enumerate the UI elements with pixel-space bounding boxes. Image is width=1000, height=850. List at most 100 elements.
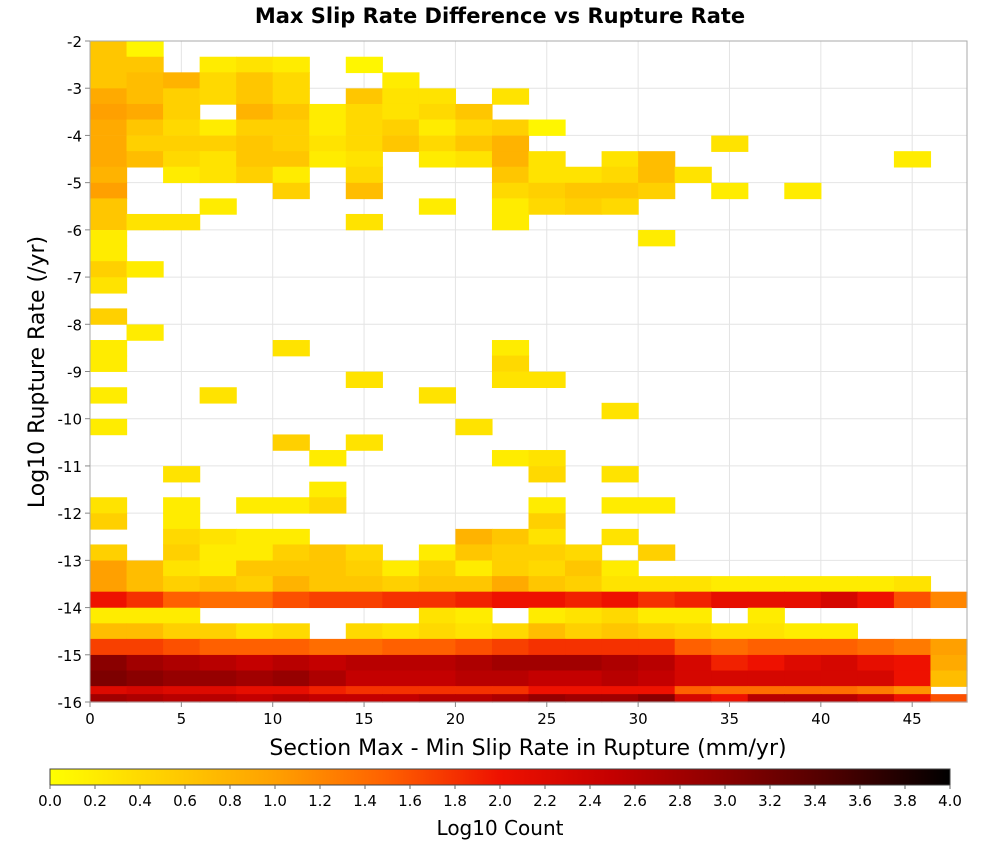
colorbar-tick-label: 1.6	[398, 792, 422, 810]
heatmap-cell	[90, 245, 128, 262]
heatmap-cell	[309, 481, 347, 499]
heatmap-cell	[199, 670, 237, 687]
heatmap-cell	[90, 135, 128, 152]
heatmap-cell	[418, 576, 457, 593]
heatmap-cell	[90, 56, 128, 74]
colorbar-tick-label: 2.4	[578, 792, 602, 810]
heatmap-cell	[90, 560, 128, 577]
heatmap-cell	[601, 694, 639, 703]
heatmap-cell	[601, 198, 639, 215]
heatmap-cell	[638, 694, 676, 703]
heatmap-cell	[711, 623, 749, 640]
heatmap-cell	[747, 694, 785, 703]
heatmap-cell	[90, 670, 128, 687]
heatmap-cell	[272, 654, 310, 672]
heatmap-cell	[674, 694, 712, 703]
y-tick-label: -10	[58, 411, 83, 429]
heatmap-cell	[491, 198, 530, 215]
heatmap-cell	[199, 591, 237, 609]
heatmap-cell	[418, 694, 457, 703]
heatmap-cell	[820, 638, 858, 656]
heatmap-cell	[528, 607, 566, 625]
heatmap-cell	[565, 544, 603, 561]
heatmap-cell	[345, 119, 383, 136]
heatmap-cell	[674, 654, 712, 672]
heatmap-cell	[236, 151, 274, 168]
heatmap-cell	[163, 576, 201, 593]
heatmap-cell	[90, 654, 128, 672]
heatmap-cell	[820, 654, 858, 672]
heatmap-cell	[345, 694, 383, 703]
heatmap-cell	[309, 151, 347, 168]
heatmap-cell	[528, 182, 566, 200]
heatmap-cell	[309, 119, 347, 136]
y-tick-label: -12	[58, 505, 83, 523]
x-axis-title: Section Max - Min Slip Rate in Rupture (…	[269, 736, 786, 761]
heatmap-cell	[382, 119, 420, 136]
heatmap-cell	[747, 591, 785, 609]
heatmap-cell	[491, 623, 530, 640]
heatmap-cell	[272, 497, 310, 514]
heatmap-cell	[272, 694, 310, 703]
heatmap-cell	[528, 166, 566, 184]
heatmap-cell	[199, 576, 237, 593]
heatmap-cell	[674, 591, 712, 609]
heatmap-cell	[236, 654, 274, 672]
heatmap-cell	[126, 591, 164, 609]
y-tick-label: -16	[58, 694, 83, 712]
y-tick-label: -15	[58, 647, 83, 665]
colorbar-tick-label: 1.8	[443, 792, 467, 810]
heatmap-cell	[345, 560, 383, 577]
heatmap-cell	[90, 513, 128, 530]
heatmap-cell	[272, 135, 310, 152]
heatmap-cell	[90, 166, 128, 184]
heatmap-cell	[418, 544, 457, 561]
heatmap-cell	[491, 166, 530, 184]
heatmap-cell	[930, 654, 968, 672]
heatmap-cell	[528, 654, 566, 672]
heatmap-cell	[199, 72, 237, 89]
heatmap-cell	[784, 591, 822, 609]
heatmap-cell	[90, 72, 128, 89]
heatmap-cell	[418, 638, 457, 656]
heatmap-cell	[236, 497, 274, 514]
heatmap-cell	[638, 670, 676, 687]
heatmap-cell	[601, 638, 639, 656]
heatmap-cell	[565, 670, 603, 687]
heatmap-cell	[163, 528, 201, 546]
heatmap-cell	[418, 670, 457, 687]
heatmap-cell	[747, 654, 785, 672]
heatmap-cell	[565, 182, 603, 200]
heatmap-cell	[747, 607, 785, 625]
heatmap-cell	[455, 623, 493, 640]
heatmap-cell	[345, 166, 383, 184]
heatmap-cell	[638, 576, 676, 593]
heatmap-cell	[345, 213, 383, 231]
x-tick-label: 0	[85, 710, 95, 728]
heatmap-cell	[236, 670, 274, 687]
heatmap-cell	[90, 576, 128, 593]
y-tick-label: -5	[67, 175, 82, 193]
heatmap-cell	[638, 591, 676, 609]
heatmap-cell	[491, 638, 530, 656]
heatmap-cell	[90, 418, 128, 436]
heatmap-cell	[382, 135, 420, 152]
heatmap-cell	[163, 135, 201, 152]
heatmap-cell	[893, 694, 932, 703]
heatmap-cell	[857, 638, 895, 656]
heatmap-cell	[784, 576, 822, 593]
heatmap-cell	[272, 591, 310, 609]
heatmap-cell	[90, 544, 128, 561]
heatmap-cell	[90, 607, 128, 625]
heatmap-cell	[163, 513, 201, 530]
heatmap-cell	[528, 119, 566, 136]
heatmap-cell	[163, 694, 201, 703]
heatmap-cell	[565, 166, 603, 184]
heatmap-cell	[272, 88, 310, 105]
heatmap-cell	[418, 591, 457, 609]
heatmap-cell	[345, 670, 383, 687]
colorbar-tick-label: 3.2	[758, 792, 782, 810]
x-tick-label: 5	[177, 710, 187, 728]
heatmap-cell	[491, 654, 530, 672]
